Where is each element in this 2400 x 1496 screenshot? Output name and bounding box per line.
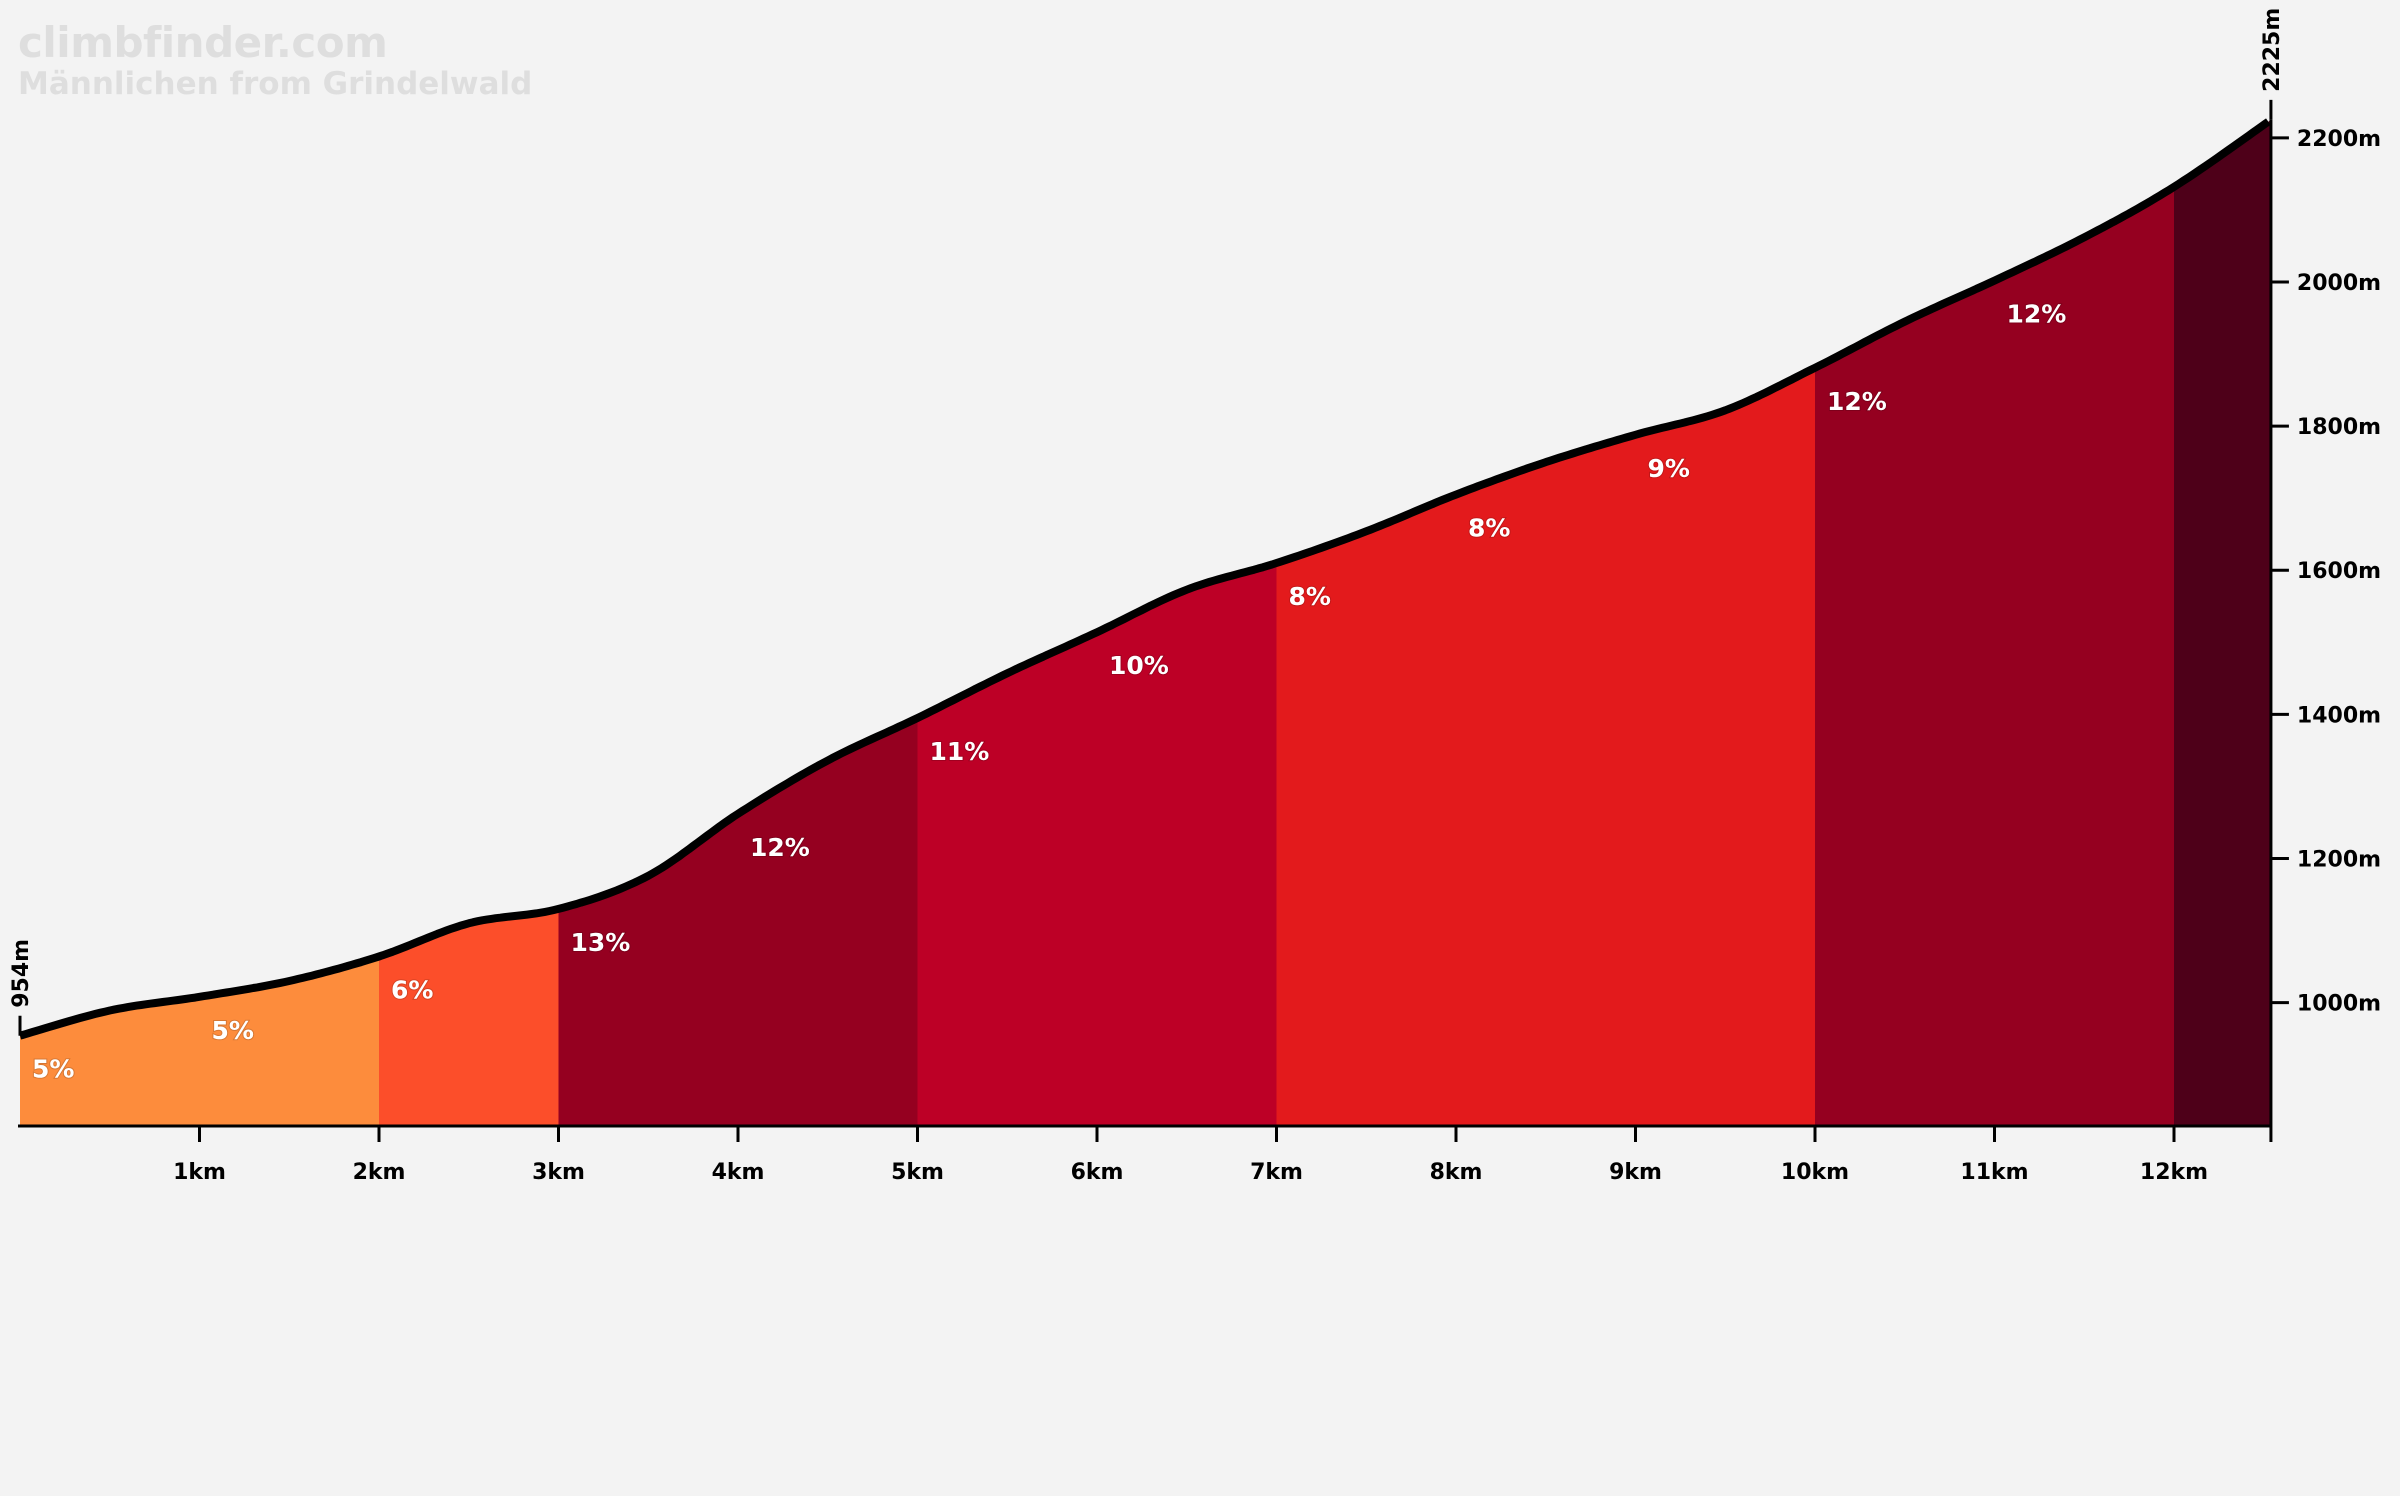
gradient-band	[20, 956, 379, 1126]
x-tick-label: 9km	[1609, 1160, 1662, 1185]
elevation-line	[18, 118, 2271, 1040]
gradient-band	[1815, 186, 2174, 1126]
climb-title: Männlichen from Grindelwald	[18, 66, 533, 102]
x-tick-label: 12km	[2140, 1160, 2208, 1185]
gradient-label: 5%	[212, 1016, 254, 1045]
x-tick-label: 1km	[173, 1160, 226, 1185]
end-elevation-label: 2225m	[2260, 8, 2285, 92]
y-tick-label: 2000m	[2297, 271, 2381, 296]
gradient-band	[2174, 119, 2271, 1127]
x-tick-label: 7km	[1250, 1160, 1303, 1185]
gradient-band	[379, 908, 559, 1126]
gradient-band	[917, 563, 1277, 1126]
gradient-label: 13%	[571, 928, 631, 957]
x-tick-label: 4km	[712, 1160, 765, 1185]
x-tick-label: 6km	[1071, 1160, 1124, 1185]
x-tick-label: 2km	[353, 1160, 406, 1185]
y-tick-label: 1400m	[2297, 703, 2381, 728]
y-tick-label: 2200m	[2297, 127, 2381, 152]
brand-logo-text: climbfinder.com	[18, 18, 388, 67]
x-tick-label: 11km	[1960, 1160, 2028, 1185]
gradient-label: 8%	[1289, 582, 1331, 611]
gradient-band	[1276, 367, 1815, 1126]
start-elevation-label: 954m	[9, 939, 34, 1008]
gradient-band	[558, 717, 918, 1126]
y-tick-label: 1200m	[2297, 847, 2381, 872]
x-tick-label: 5km	[891, 1160, 944, 1185]
y-tick-label: 1600m	[2297, 559, 2381, 584]
gradient-label: 8%	[1468, 514, 1510, 543]
gradient-label: 12%	[1827, 387, 1887, 416]
gradient-label: 9%	[1648, 454, 1690, 483]
gradient-label: 12%	[2007, 300, 2067, 329]
x-tick-label: 8km	[1430, 1160, 1483, 1185]
gradient-label: 12%	[750, 833, 810, 862]
x-tick-label: 10km	[1781, 1160, 1849, 1185]
gradient-label: 5%	[32, 1055, 74, 1084]
gradient-label: 10%	[1109, 651, 1169, 680]
y-tick-label: 1800m	[2297, 415, 2381, 440]
gradient-label: 11%	[930, 737, 990, 766]
y-tick-label: 1000m	[2297, 992, 2381, 1017]
gradient-label: 6%	[391, 975, 433, 1004]
x-tick-label: 3km	[532, 1160, 585, 1185]
